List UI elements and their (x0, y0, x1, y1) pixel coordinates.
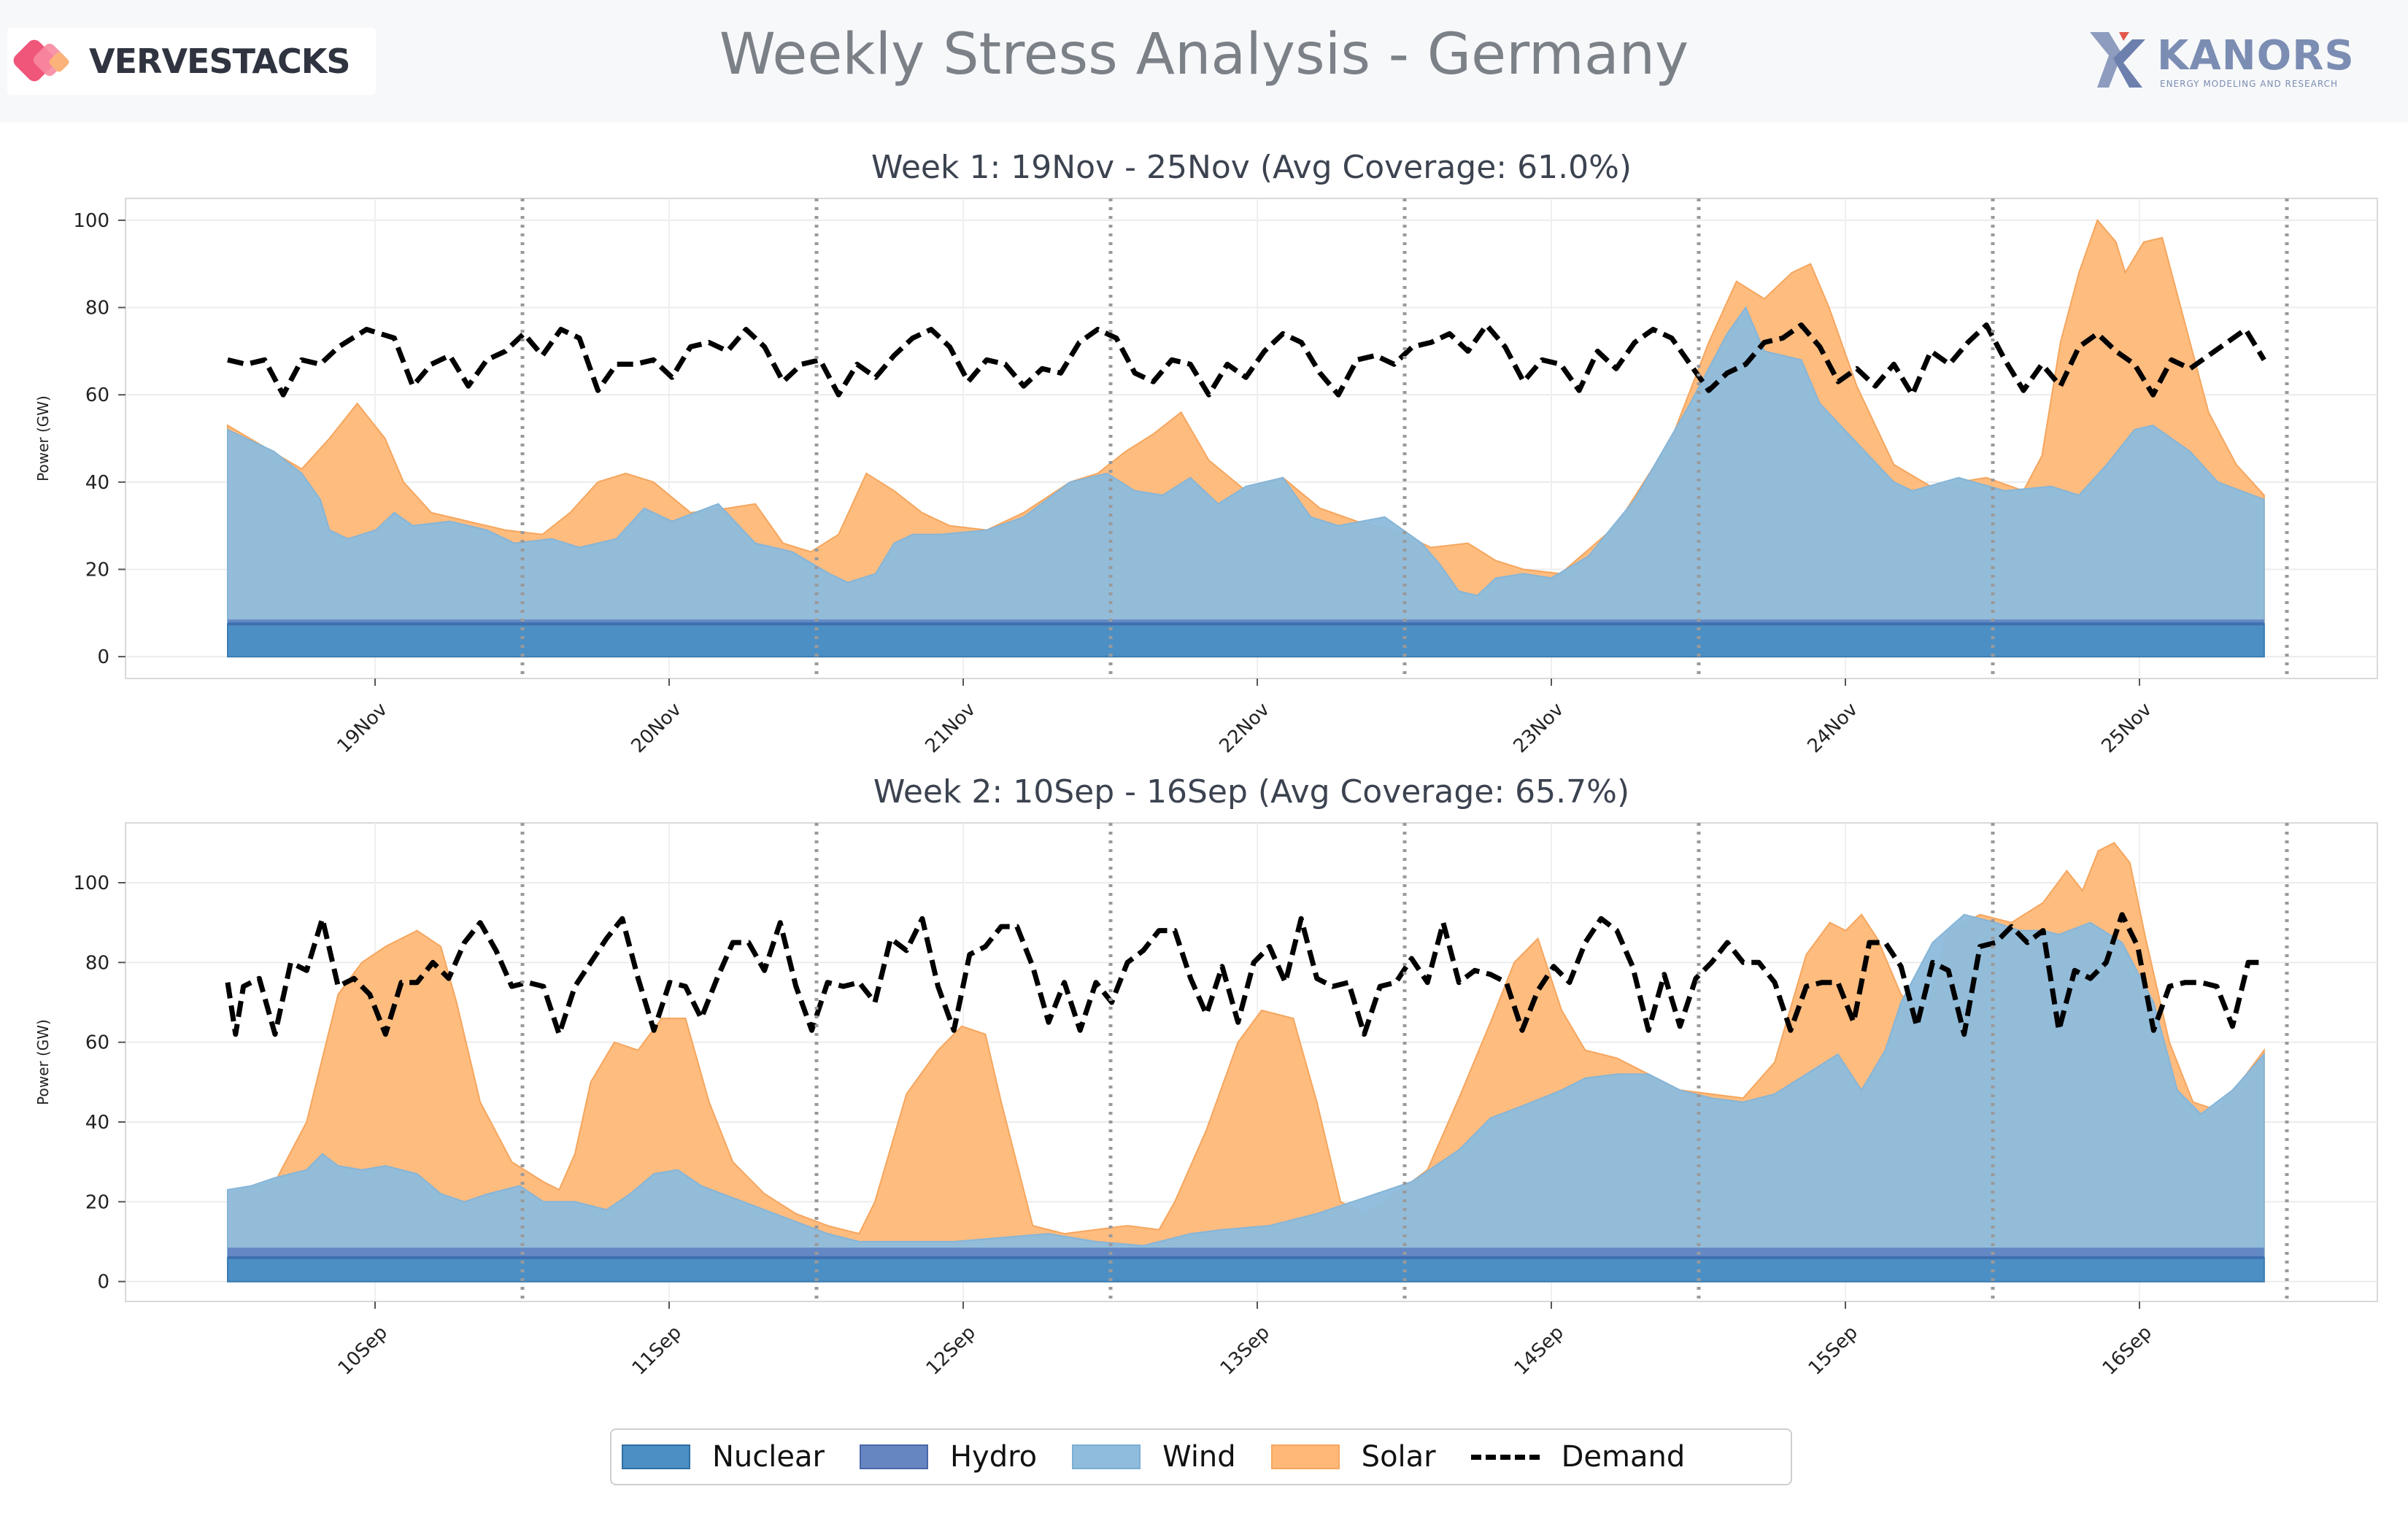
chart-legend: Nuclear Hydro Wind Solar Demand (610, 1428, 1792, 1485)
y-tick-label: 80 (85, 952, 109, 974)
chart-title: Week 2: 10Sep - 16Sep (Avg Coverage: 65.… (873, 773, 1629, 811)
x-tick-label: 11Sep (628, 1322, 686, 1380)
legend-label-wind: Wind (1162, 1440, 1236, 1474)
legend-item-nuclear: Nuclear (622, 1440, 825, 1474)
y-tick-label: 100 (73, 873, 109, 894)
legend-item-wind: Wind (1072, 1440, 1236, 1474)
x-tick-label: 15Sep (1805, 1322, 1862, 1380)
y-axis-label: Power (GW) (34, 1019, 52, 1105)
x-tick-label: 10Sep (334, 1322, 392, 1380)
chart-panel-1: 0 20 40 60 80 100 19Nov 20Nov 21Nov 22Nov 23Nov 24N… (34, 149, 2378, 757)
vervestacks-logo: VERVESTACKS (7, 28, 376, 95)
y-axis-label: Power (GW) (34, 395, 52, 481)
x-tick-label: 24Nov (1803, 699, 1861, 757)
y-tick-label: 80 (85, 298, 109, 320)
legend-item-demand: Demand (1470, 1440, 1686, 1474)
y-tick-label: 40 (85, 472, 109, 494)
legend-swatch-wind (1072, 1444, 1141, 1469)
x-tick-label: 23Nov (1509, 699, 1567, 757)
nuclear-area (227, 1256, 2265, 1283)
x-tick-label: 19Nov (333, 699, 391, 757)
header-bar: VERVESTACKS Weekly Stress Analysis - Ger… (0, 0, 2408, 123)
kanors-logo: KANORS ENERGY MODELING AND RESEARCH (2087, 29, 2354, 95)
chart-panel-2: 0 20 40 60 80 100 10Sep 11Sep 12Sep 13Sep 14Sep 15S… (34, 773, 2378, 1380)
hydro-area (228, 1247, 2264, 1258)
x-tick-label: 13Sep (1216, 1322, 1274, 1380)
kanors-logo-icon (2090, 32, 2145, 88)
stress-charts: 0 20 40 60 80 100 19Nov 20Nov 21Nov 22Nov 23Nov 24N… (34, 149, 2378, 1380)
y-tick-label: 60 (85, 384, 109, 406)
chart-title: Week 1: 19Nov - 25Nov (Avg Coverage: 61.… (871, 149, 1632, 186)
right-logo-text: KANORS (2157, 32, 2355, 80)
legend-label-nuclear: Nuclear (712, 1440, 825, 1474)
y-tick-label: 100 (73, 210, 109, 232)
legend-swatch-solar (1270, 1444, 1340, 1469)
y-tick-label: 20 (85, 559, 109, 581)
x-tick-label: 20Nov (627, 699, 685, 757)
y-tick-label: 0 (97, 1272, 109, 1293)
nuclear-area (227, 623, 2265, 658)
y-tick-label: 20 (85, 1191, 109, 1213)
left-logo-text: VERVESTACKS (89, 42, 351, 81)
page-title: Weekly Stress Analysis - Germany (719, 22, 1689, 88)
demand-line (225, 912, 2264, 1037)
x-tick-label: 25Nov (2097, 699, 2156, 757)
x-tick-label: 14Sep (1510, 1322, 1568, 1380)
demand-line (227, 322, 2266, 398)
legend-label-demand: Demand (1561, 1440, 1686, 1474)
vervestacks-logo-icon (13, 39, 69, 82)
legend-swatch-nuclear (622, 1444, 690, 1469)
y-tick-label: 60 (85, 1032, 109, 1054)
y-tick-label: 0 (97, 646, 109, 668)
legend-label-solar: Solar (1361, 1440, 1436, 1474)
y-tick-label: 40 (85, 1112, 109, 1134)
legend-swatch-demand (1470, 1454, 1540, 1460)
x-tick-label: 22Nov (1215, 699, 1273, 757)
legend-item-solar: Solar (1270, 1440, 1436, 1474)
x-tick-label: 12Sep (922, 1322, 980, 1380)
x-tick-label: 21Nov (921, 699, 979, 757)
legend-swatch-hydro (859, 1444, 928, 1469)
legend-item-hydro: Hydro (859, 1440, 1038, 1474)
legend-label-hydro: Hydro (949, 1440, 1038, 1474)
x-tick-label: 16Sep (2099, 1322, 2156, 1380)
right-logo-tagline: ENERGY MODELING AND RESEARCH (2160, 79, 2338, 89)
